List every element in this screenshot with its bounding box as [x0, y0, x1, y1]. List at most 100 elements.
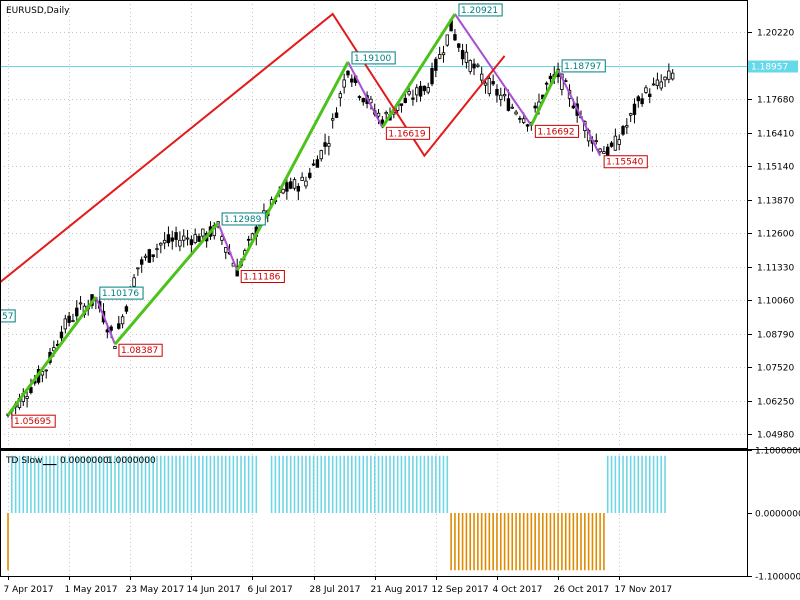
candle — [319, 149, 323, 162]
svg-text:1.16619: 1.16619 — [388, 129, 425, 139]
candle — [625, 118, 629, 135]
candle — [640, 93, 644, 107]
candle — [617, 134, 621, 151]
candle — [636, 95, 640, 108]
candle — [602, 146, 606, 154]
candle — [300, 172, 304, 181]
candle — [323, 133, 327, 155]
price-tick-label: 1.06250 — [757, 398, 794, 408]
candle — [670, 69, 675, 81]
candle — [304, 176, 308, 189]
candle — [487, 75, 492, 97]
time-tick-label: 28 Jul 2017 — [310, 585, 361, 595]
candle — [495, 84, 499, 103]
indicator-legend: TD Slow ___ 0.0000000 1.0000000 — [5, 456, 156, 466]
candle — [411, 89, 415, 106]
candle — [78, 296, 83, 310]
candle — [468, 59, 472, 75]
candle — [525, 123, 530, 132]
td-slow-histogram[interactable] — [7, 455, 666, 571]
candle — [460, 43, 465, 66]
zigzag-price-label: 1.16692 — [534, 124, 580, 138]
time-tick-label: 14 Jun 2017 — [187, 585, 241, 595]
candle — [483, 80, 488, 94]
indicator-tick-label: 1.1000000 — [755, 447, 800, 457]
candle — [63, 314, 67, 334]
candle — [296, 183, 301, 201]
candle — [132, 274, 136, 288]
candle — [147, 248, 152, 263]
zigzag-price-label: 1.05695 — [11, 414, 56, 428]
price-tick-label: 1.12600 — [757, 230, 794, 240]
candle — [499, 87, 503, 107]
zigzag-green-line — [113, 221, 220, 346]
candle — [308, 167, 312, 180]
candle — [334, 107, 339, 119]
candle — [655, 72, 660, 90]
price-tick-label: 1.20220 — [757, 29, 794, 39]
candle — [632, 98, 637, 124]
candle — [418, 80, 423, 102]
candle — [445, 34, 449, 47]
candle — [426, 82, 430, 95]
time-tick-label: 26 Oct 2017 — [554, 585, 610, 595]
indicator-tick-label: -1.1000000 — [755, 573, 800, 583]
price-tick-label: 1.11330 — [757, 264, 794, 274]
indicator-axis: 1.1000000 0.0000000 -1.1000000 — [747, 447, 800, 583]
zigzag-price-label: 57 — [0, 309, 16, 323]
candle — [113, 345, 117, 349]
candle — [472, 58, 476, 76]
candle — [201, 228, 205, 240]
price-tick-label: 1.10060 — [757, 297, 794, 307]
zigzag-price-label: 1.16619 — [385, 126, 431, 140]
candle — [437, 46, 442, 60]
zigzag-price-label: 1.11186 — [240, 269, 285, 283]
candle — [315, 155, 320, 168]
time-tick-label: 12 Sep 2017 — [432, 585, 489, 595]
candle — [628, 112, 633, 123]
candle — [224, 246, 228, 260]
candle — [346, 70, 350, 78]
candle — [533, 102, 537, 113]
zigzag-labels: 1.05695 1.10176 1.08387 1.12989 1.11186 1.191… — [0, 3, 648, 428]
candle — [667, 63, 671, 84]
price-tick-label: 1.15140 — [757, 163, 794, 173]
svg-text:1.12989: 1.12989 — [224, 215, 261, 225]
price-tick-label: 1.13870 — [757, 197, 794, 207]
candle — [357, 95, 362, 101]
candle — [162, 231, 167, 250]
indicator-label: TD Slow — [5, 456, 42, 466]
candle — [621, 124, 625, 136]
candle — [120, 314, 125, 329]
price-axis: 1.20220 1.17680 1.16410 1.15140 1.13870 1.126… — [747, 29, 798, 441]
candle — [143, 253, 148, 261]
indicator-legend-value-1: 1.0000000 — [107, 456, 156, 466]
zigzag-price-label: 1.20921 — [458, 3, 503, 17]
candle — [399, 103, 404, 113]
price-tick-label: 1.04980 — [757, 431, 794, 441]
candle — [441, 45, 446, 63]
time-axis: 7 Apr 2017 1 May 2017 23 May 2017 14 Jun 20… — [4, 576, 672, 595]
candle — [330, 113, 335, 129]
zigzag-price-label: 1.10176 — [99, 286, 144, 300]
candle — [648, 88, 652, 104]
svg-text:1.10176: 1.10176 — [102, 289, 139, 299]
price-tick-label: 1.08790 — [757, 331, 794, 341]
candle — [342, 73, 346, 94]
zigzag-price-label: 1.12989 — [221, 212, 266, 226]
current-price-label: 1.18957 — [751, 63, 788, 73]
candle — [327, 135, 331, 156]
candle — [514, 109, 518, 116]
svg-text:1.18797: 1.18797 — [564, 62, 601, 72]
candle — [415, 84, 419, 103]
candle — [281, 188, 285, 195]
candle — [518, 115, 522, 124]
svg-text:___: ___ — [42, 456, 57, 466]
svg-text:1.16692: 1.16692 — [537, 127, 574, 137]
indicator-legend-value-0: 0.0000000 — [60, 456, 109, 466]
candle — [170, 230, 174, 250]
candle — [430, 62, 434, 87]
candle — [510, 103, 514, 110]
candle — [151, 254, 155, 263]
